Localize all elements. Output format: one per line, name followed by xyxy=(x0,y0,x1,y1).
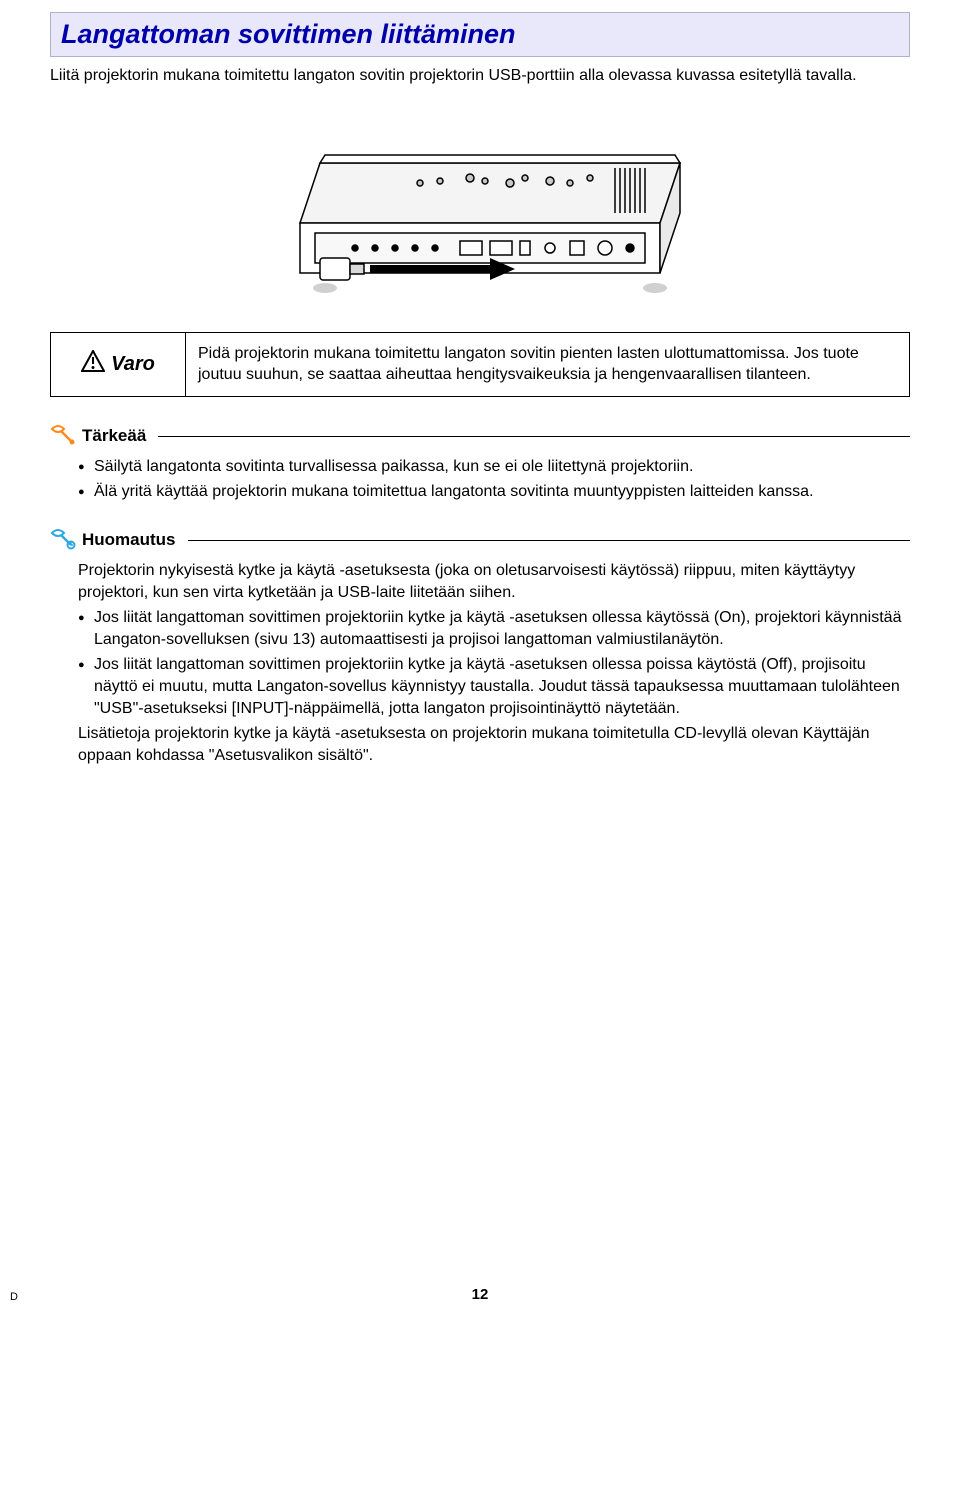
note-intro: Projektorin nykyisestä kytke ja käytä -a… xyxy=(78,560,910,603)
important-list: Säilytä langatonta sovitinta turvallises… xyxy=(78,456,910,503)
page-footer: D 12 xyxy=(50,1286,910,1303)
list-item: Älä yritä käyttää projektorin mukana toi… xyxy=(78,481,910,503)
projector-diagram xyxy=(50,103,910,308)
caution-label-cell: Varo xyxy=(51,332,186,396)
projector-svg xyxy=(260,103,700,303)
caution-triangle-icon xyxy=(81,350,105,379)
note-title: Huomautus xyxy=(82,530,176,550)
page-number: 12 xyxy=(472,1286,489,1303)
caution-label: Varo xyxy=(111,351,155,378)
caution-text: Pidä projektorin mukana toimitettu langa… xyxy=(186,332,910,396)
caution-box: Varo Pidä projektorin mukana toimitettu … xyxy=(50,332,910,397)
important-title: Tärkeää xyxy=(82,426,146,446)
note-list: Jos liität langattoman sovittimen projek… xyxy=(78,607,910,719)
important-icon xyxy=(50,421,76,452)
list-item: Jos liität langattoman sovittimen projek… xyxy=(78,654,910,719)
note-block: Huomautus Projektorin nykyisestä kytke j… xyxy=(50,525,910,766)
note-icon xyxy=(50,525,76,556)
intro-paragraph: Liitä projektorin mukana toimitettu lang… xyxy=(50,65,910,87)
divider xyxy=(188,540,911,541)
important-block: Tärkeää Säilytä langatonta sovitinta tur… xyxy=(50,421,910,503)
section-title-bar: Langattoman sovittimen liittäminen xyxy=(50,12,910,57)
section-title: Langattoman sovittimen liittäminen xyxy=(61,19,899,50)
footer-marker: D xyxy=(10,1291,18,1303)
list-item: Jos liität langattoman sovittimen projek… xyxy=(78,607,910,650)
note-outro: Lisätietoja projektorin kytke ja käytä -… xyxy=(78,723,910,766)
list-item: Säilytä langatonta sovitinta turvallises… xyxy=(78,456,910,478)
divider xyxy=(158,436,910,437)
